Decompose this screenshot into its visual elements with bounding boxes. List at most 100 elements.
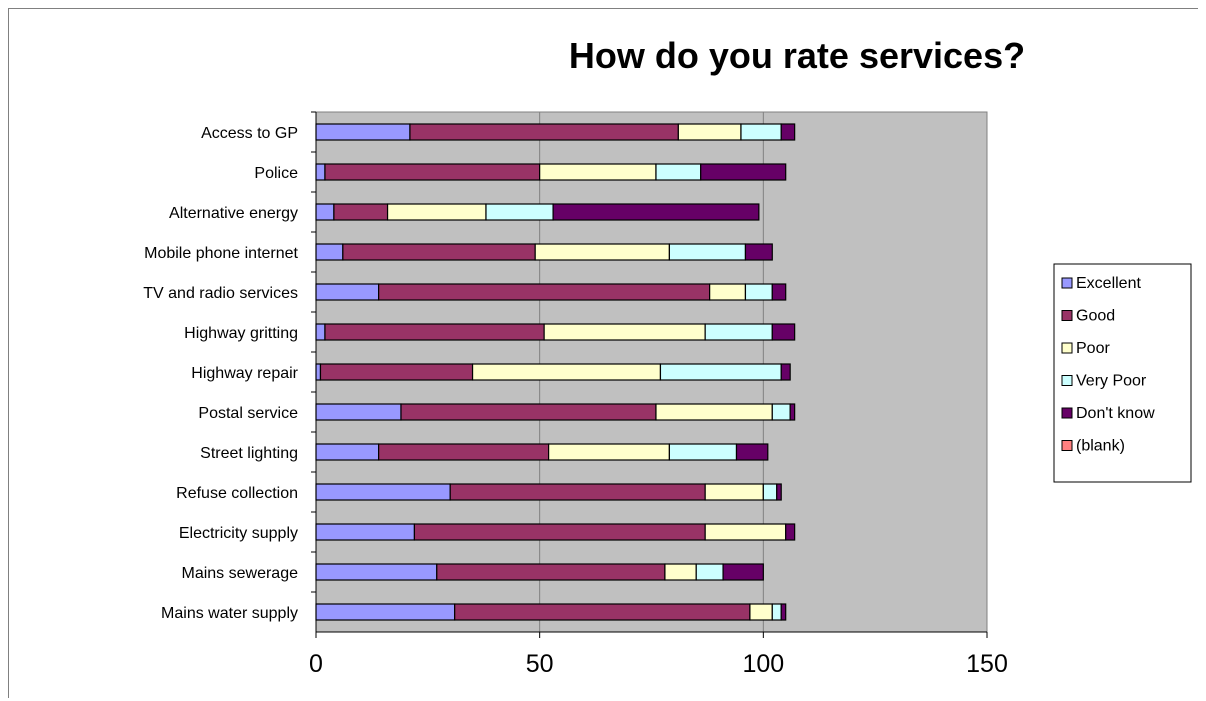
bar-segment: [700, 163, 787, 181]
legend-label: Poor: [1076, 340, 1110, 357]
x-tick-label: 50: [526, 650, 554, 678]
legend: Excellent Good Poor Very Poor Don't know (bla…: [1053, 263, 1192, 483]
category-label: Alternative energy: [169, 205, 298, 222]
bar-segment: [315, 483, 451, 501]
bar-segment: [655, 163, 702, 181]
category-label: Highway gritting: [184, 325, 298, 342]
legend-label: Don't know: [1076, 405, 1155, 422]
bar-segment: [704, 483, 764, 501]
bar-segment: [735, 443, 769, 461]
category-label: TV and radio services: [143, 285, 298, 302]
bar-segment: [324, 323, 545, 341]
bar-segment: [744, 243, 773, 261]
legend-label: Very Poor: [1076, 373, 1147, 390]
bar-segment: [543, 323, 706, 341]
bar-segment: [378, 283, 711, 301]
category-labels: Access to GP Police Alternative energy Mobi…: [143, 125, 298, 622]
bar-segment: [409, 123, 679, 141]
bar-segment: [485, 203, 554, 221]
bar-segment: [413, 523, 706, 541]
bar-segment: [315, 123, 411, 141]
category-label: Street lighting: [200, 445, 298, 462]
bar-segment: [534, 243, 670, 261]
legend-label: Excellent: [1076, 275, 1141, 292]
x-tick-labels: 0 50 100 150: [309, 650, 1008, 678]
category-label: Mains water supply: [161, 605, 298, 622]
x-tick-label: 0: [309, 650, 323, 678]
bar-segment: [449, 483, 706, 501]
bar-segment: [771, 403, 791, 421]
bar-segment: [552, 203, 760, 221]
bar-segment: [378, 443, 550, 461]
bar-segment: [771, 323, 796, 341]
bar-segment: [315, 203, 335, 221]
bar-segment: [315, 163, 326, 181]
bar-segment: [315, 243, 344, 261]
bar-segment: [780, 123, 796, 141]
chart-title: How do you rate services?: [569, 35, 1025, 76]
legend-label: (blank): [1076, 438, 1125, 455]
bar-segment: [695, 563, 724, 581]
bar-segment: [315, 523, 416, 541]
bar-segment: [776, 483, 782, 501]
bar-segment: [677, 123, 742, 141]
bar-segment: [315, 403, 402, 421]
bar-segment: [668, 243, 747, 261]
bar-segment: [704, 523, 787, 541]
bar-segment: [722, 563, 764, 581]
x-tick-label: 150: [966, 650, 1008, 678]
bar-segment: [324, 163, 541, 181]
chart-frame: [8, 8, 1198, 698]
bar-segment: [315, 283, 380, 301]
bar-segment: [664, 563, 697, 581]
legend-swatch: [1061, 277, 1073, 289]
legend-swatch: [1061, 440, 1073, 451]
legend-label: Good: [1076, 308, 1115, 325]
bar-segment: [315, 563, 438, 581]
bar-segment: [400, 403, 657, 421]
bar-segment: [539, 163, 657, 181]
bar-segment: [342, 243, 536, 261]
bar-segment: [709, 283, 747, 301]
bar-segment: [771, 283, 787, 301]
category-label: Highway repair: [191, 365, 298, 382]
legend-swatch: [1061, 407, 1073, 419]
bar-segment: [333, 203, 389, 221]
bar-segment: [762, 483, 778, 501]
category-label: Refuse collection: [176, 485, 298, 502]
bar-segment: [668, 443, 738, 461]
legend-swatch: [1061, 375, 1073, 386]
bars: [315, 123, 796, 621]
bar-segment: [749, 603, 773, 621]
category-label: Police: [254, 165, 298, 182]
category-label: Mains sewerage: [182, 565, 299, 582]
bar-segment: [315, 363, 322, 381]
bar-segment: [744, 283, 773, 301]
bar-segment: [315, 603, 456, 621]
category-label: Mobile phone internet: [144, 245, 298, 262]
bar-segment: [315, 443, 380, 461]
bar-segment: [471, 363, 662, 381]
bar-segment: [785, 523, 796, 541]
legend-box: [1053, 263, 1192, 483]
bar-segment: [454, 603, 751, 621]
bar-segment: [548, 443, 670, 461]
category-label: Postal service: [198, 405, 298, 422]
x-tick-label: 100: [742, 650, 784, 678]
legend-swatch: [1061, 310, 1073, 321]
bar-segment: [740, 123, 782, 141]
bar-segment: [655, 403, 773, 421]
legend-swatch: [1061, 342, 1073, 354]
category-label: Electricity supply: [179, 525, 298, 542]
bar-segment: [704, 323, 773, 341]
bar-segment: [780, 363, 791, 381]
bar-segment: [780, 603, 787, 621]
bar-segment: [771, 603, 782, 621]
bar-segment: [436, 563, 666, 581]
bar-segment: [789, 403, 796, 421]
bar-segment: [659, 363, 782, 381]
bar-segment: [319, 363, 474, 381]
bar-segment: [386, 203, 487, 221]
bar-segment: [315, 323, 326, 341]
